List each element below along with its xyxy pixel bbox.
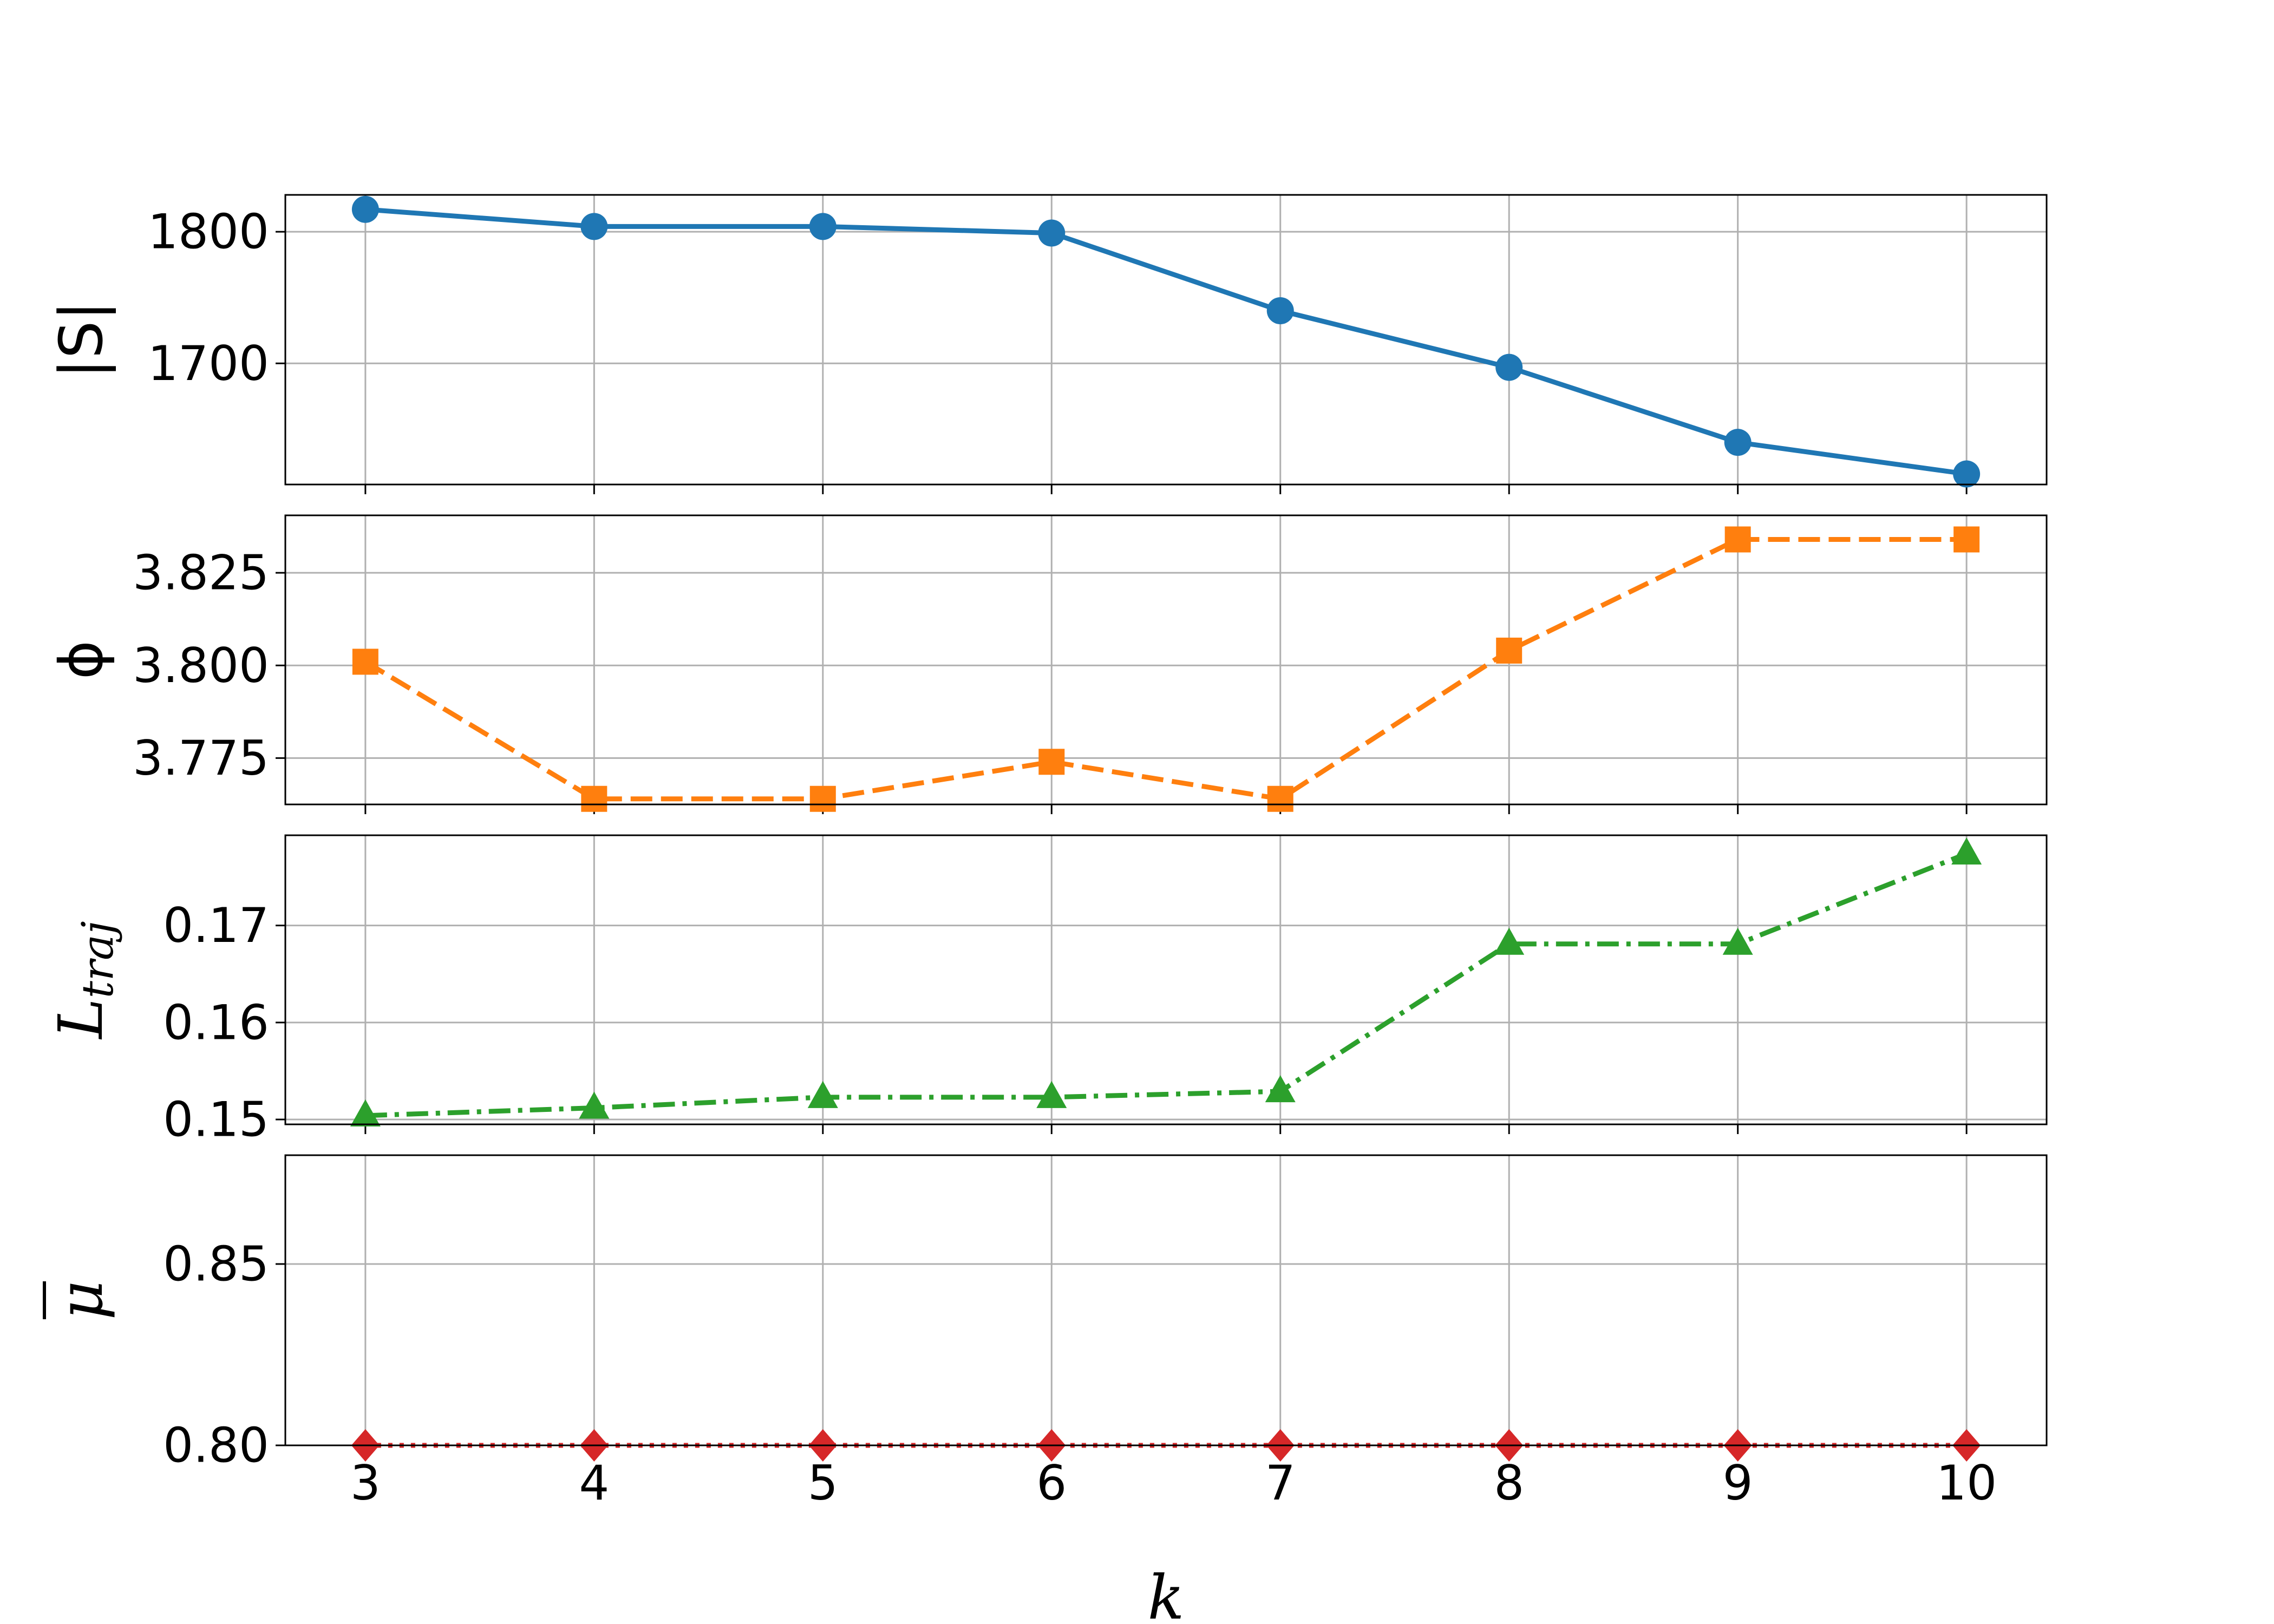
data-point [1494,927,1525,955]
series-line [365,207,1967,477]
series-line [365,851,1968,1118]
y-tick-label: 0.16 [163,994,269,1050]
y-tick-label: 3.775 [133,730,269,786]
series-line [364,537,1967,802]
y-tick-label: 0.15 [163,1092,269,1148]
data-point [1724,526,1751,553]
x-tick-label: 5 [808,1455,838,1511]
panel-3: 0.15 0.16 0.17 Ltraj [46,834,2048,1148]
y-tick-label: 0.85 [163,1236,269,1292]
panel-frame [284,514,2048,806]
data-point [581,785,607,812]
data-point [1266,297,1294,324]
x-tick-label: 4 [579,1455,609,1511]
data-point [1038,749,1065,775]
data-point [350,1099,381,1127]
data-point [1953,526,1980,553]
data-point [1724,429,1752,456]
data-point [807,1081,838,1108]
data-point [1951,837,1982,865]
panel-4: 0.80 0.85 μ [43,1154,2048,1474]
y-tick-label: 0.17 [163,898,269,953]
panel-frame [284,1154,2048,1446]
data-point [1953,460,1981,488]
data-point [809,213,837,240]
panel-1: 1700 1800 |S| [47,194,2048,494]
data-point [809,785,836,812]
data-point [1267,785,1293,812]
series-3-1 [350,837,1982,1127]
panel-frame [284,194,2048,486]
panel-frame [284,834,2048,1125]
y-tick-label: 1700 [148,336,269,391]
data-point [1265,1075,1296,1103]
x-axis-label: k [1148,1563,1185,1624]
x-tick-label: 7 [1265,1455,1296,1511]
x-tick-label: 6 [1036,1455,1067,1511]
y-axis-label: Ltraj [46,921,123,1039]
data-point [1496,637,1522,664]
y-tick-label: 3.800 [133,638,269,693]
data-point [1495,353,1523,381]
y-axis-label: μ [46,1281,116,1320]
y-tick-label: 3.825 [133,545,269,601]
x-tick-label: 8 [1494,1455,1524,1511]
x-axis: 3 4 5 6 7 8 9 10 k [350,1455,1997,1624]
x-tick-label: 3 [350,1455,381,1511]
x-tick-label: 10 [1936,1455,1997,1511]
y-axis-label: ϕ [47,640,116,680]
data-point [580,213,608,240]
panels: 1700 1800 |S| 3.775 3.800 3.825 ϕ 0.15 0.16 0.17 L… [43,194,2048,1474]
data-point [1036,1081,1067,1108]
series-2-1 [352,526,1980,812]
panel-2: 3.775 3.800 3.825 ϕ [47,514,2048,814]
series-1-1 [351,195,1981,488]
data-point [352,649,378,675]
x-tick-label: 9 [1723,1455,1753,1511]
data-point [579,1091,610,1119]
y-axis-label: |S| [47,301,116,379]
data-point [1038,219,1066,247]
data-point [351,195,379,223]
data-point [1722,927,1753,955]
y-tick-label: 1800 [148,204,269,260]
y-tick-label: 0.80 [163,1418,269,1474]
